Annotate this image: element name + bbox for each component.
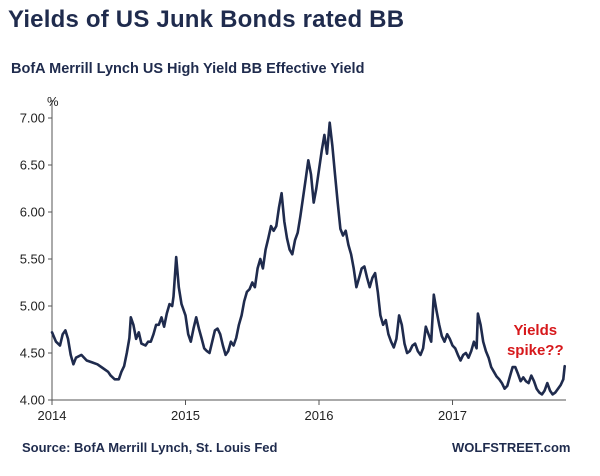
annotation-line-2: spike??	[507, 342, 564, 359]
y-tick-label: 7.00	[20, 111, 45, 126]
series-line-bb-yield	[50, 121, 566, 396]
x-tick-label: 2015	[171, 408, 200, 423]
annotation-line-1: Yields	[513, 322, 557, 339]
y-tick-label: 5.00	[20, 299, 45, 314]
y-tick-label: 4.50	[20, 346, 45, 361]
y-axis-label: %	[47, 94, 59, 109]
x-tick-label: 2017	[438, 408, 467, 423]
y-tick-label: 6.00	[20, 205, 45, 220]
y-tick-label: 4.00	[20, 393, 45, 408]
source-note: Source: BofA Merrill Lynch, St. Louis Fe…	[22, 440, 278, 455]
chart-subtitle: BofA Merrill Lynch US High Yield BB Effe…	[11, 61, 365, 77]
x-tick-label: 2014	[38, 408, 67, 423]
brand-label: WOLFSTREET.com	[452, 440, 571, 455]
chart-title: Yields of US Junk Bonds rated BB	[8, 6, 405, 33]
y-tick-label: 6.50	[20, 158, 45, 173]
x-tick-label: 2016	[305, 408, 334, 423]
y-tick-label: 5.50	[20, 252, 45, 267]
